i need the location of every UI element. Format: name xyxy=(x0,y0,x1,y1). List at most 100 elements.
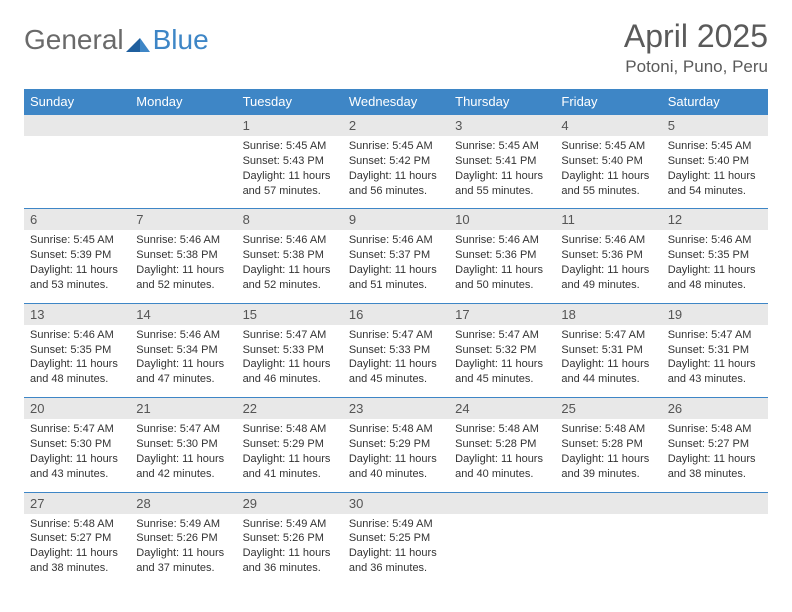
daylight-line: Daylight: 11 hours and 50 minutes. xyxy=(455,264,543,291)
sunset-line: Sunset: 5:32 PM xyxy=(455,344,536,356)
calendar-cell: 21Sunrise: 5:47 AMSunset: 5:30 PMDayligh… xyxy=(130,398,236,492)
sunset-line: Sunset: 5:29 PM xyxy=(243,438,324,450)
sunrise-line: Sunrise: 5:47 AM xyxy=(243,329,327,341)
calendar-cell: 25Sunrise: 5:48 AMSunset: 5:28 PMDayligh… xyxy=(555,398,661,492)
day-text: Sunrise: 5:47 AMSunset: 5:33 PMDaylight:… xyxy=(343,325,449,397)
sunrise-line: Sunrise: 5:48 AM xyxy=(243,423,327,435)
sunrise-line: Sunrise: 5:49 AM xyxy=(349,518,433,530)
sunrise-line: Sunrise: 5:47 AM xyxy=(349,329,433,341)
calendar-cell: 23Sunrise: 5:48 AMSunset: 5:29 PMDayligh… xyxy=(343,398,449,492)
day-text: Sunrise: 5:49 AMSunset: 5:26 PMDaylight:… xyxy=(130,514,236,586)
sunrise-line: Sunrise: 5:47 AM xyxy=(455,329,539,341)
location-label: Potoni, Puno, Peru xyxy=(624,57,768,77)
day-text: Sunrise: 5:48 AMSunset: 5:28 PMDaylight:… xyxy=(449,419,555,491)
daylight-line: Daylight: 11 hours and 39 minutes. xyxy=(561,453,649,480)
sunset-line: Sunset: 5:26 PM xyxy=(136,532,217,544)
day-number: 3 xyxy=(449,115,555,136)
sunset-line: Sunset: 5:35 PM xyxy=(668,249,749,261)
daylight-line: Daylight: 11 hours and 49 minutes. xyxy=(561,264,649,291)
sunset-line: Sunset: 5:30 PM xyxy=(30,438,111,450)
daylight-line: Daylight: 11 hours and 41 minutes. xyxy=(243,453,331,480)
sunrise-line: Sunrise: 5:45 AM xyxy=(30,234,114,246)
calendar-cell: 8Sunrise: 5:46 AMSunset: 5:38 PMDaylight… xyxy=(237,209,343,303)
calendar-cell: 24Sunrise: 5:48 AMSunset: 5:28 PMDayligh… xyxy=(449,398,555,492)
day-text: Sunrise: 5:46 AMSunset: 5:36 PMDaylight:… xyxy=(449,230,555,302)
daylight-line: Daylight: 11 hours and 57 minutes. xyxy=(243,170,331,197)
day-number: 27 xyxy=(24,493,130,514)
day-text: Sunrise: 5:47 AMSunset: 5:31 PMDaylight:… xyxy=(555,325,661,397)
day-text xyxy=(24,136,130,194)
sunset-line: Sunset: 5:27 PM xyxy=(30,532,111,544)
day-number: 24 xyxy=(449,398,555,419)
daylight-line: Daylight: 11 hours and 54 minutes. xyxy=(668,170,756,197)
sunset-line: Sunset: 5:40 PM xyxy=(561,155,642,167)
calendar-row: 6Sunrise: 5:45 AMSunset: 5:39 PMDaylight… xyxy=(24,209,768,303)
day-number: 9 xyxy=(343,209,449,230)
daylight-line: Daylight: 11 hours and 45 minutes. xyxy=(349,358,437,385)
daylight-line: Daylight: 11 hours and 37 minutes. xyxy=(136,547,224,574)
day-number xyxy=(130,115,236,136)
calendar-cell: 10Sunrise: 5:46 AMSunset: 5:36 PMDayligh… xyxy=(449,209,555,303)
day-text: Sunrise: 5:47 AMSunset: 5:30 PMDaylight:… xyxy=(130,419,236,491)
sunrise-line: Sunrise: 5:46 AM xyxy=(30,329,114,341)
daylight-line: Daylight: 11 hours and 48 minutes. xyxy=(668,264,756,291)
sunrise-line: Sunrise: 5:47 AM xyxy=(668,329,752,341)
sunset-line: Sunset: 5:25 PM xyxy=(349,532,430,544)
sunrise-line: Sunrise: 5:47 AM xyxy=(136,423,220,435)
calendar-cell: 1Sunrise: 5:45 AMSunset: 5:43 PMDaylight… xyxy=(237,115,343,209)
day-number: 28 xyxy=(130,493,236,514)
calendar-cell: 28Sunrise: 5:49 AMSunset: 5:26 PMDayligh… xyxy=(130,492,236,586)
sunset-line: Sunset: 5:36 PM xyxy=(455,249,536,261)
calendar-cell: 9Sunrise: 5:46 AMSunset: 5:37 PMDaylight… xyxy=(343,209,449,303)
weekday-sat: Saturday xyxy=(662,89,768,115)
day-number: 5 xyxy=(662,115,768,136)
sunrise-line: Sunrise: 5:45 AM xyxy=(243,140,327,152)
brand-text: GeneralBlue xyxy=(24,24,209,56)
sunset-line: Sunset: 5:28 PM xyxy=(455,438,536,450)
day-text: Sunrise: 5:46 AMSunset: 5:38 PMDaylight:… xyxy=(130,230,236,302)
day-text: Sunrise: 5:47 AMSunset: 5:30 PMDaylight:… xyxy=(24,419,130,491)
day-number: 20 xyxy=(24,398,130,419)
daylight-line: Daylight: 11 hours and 38 minutes. xyxy=(668,453,756,480)
sunrise-line: Sunrise: 5:49 AM xyxy=(243,518,327,530)
calendar-cell: 13Sunrise: 5:46 AMSunset: 5:35 PMDayligh… xyxy=(24,303,130,397)
calendar-cell: 11Sunrise: 5:46 AMSunset: 5:36 PMDayligh… xyxy=(555,209,661,303)
day-text: Sunrise: 5:48 AM Sunset: 5:27 PM Daylight:… xyxy=(24,514,130,586)
weekday-row: Sunday Monday Tuesday Wednesday Thursday… xyxy=(24,89,768,115)
sunset-line: Sunset: 5:36 PM xyxy=(561,249,642,261)
weekday-thu: Thursday xyxy=(449,89,555,115)
sunset-line: Sunset: 5:39 PM xyxy=(30,249,111,261)
weekday-sun: Sunday xyxy=(24,89,130,115)
day-number: 18 xyxy=(555,304,661,325)
calendar-cell: 22Sunrise: 5:48 AMSunset: 5:29 PMDayligh… xyxy=(237,398,343,492)
daylight-line: Daylight: 11 hours and 43 minutes. xyxy=(668,358,756,385)
sunset-line: Sunset: 5:33 PM xyxy=(243,344,324,356)
day-number xyxy=(24,115,130,136)
sunrise-line: Sunrise: 5:46 AM xyxy=(136,234,220,246)
day-number: 12 xyxy=(662,209,768,230)
brand-part2: Blue xyxy=(153,24,209,55)
calendar-cell: 14Sunrise: 5:46 AMSunset: 5:34 PMDayligh… xyxy=(130,303,236,397)
calendar-cell xyxy=(449,492,555,586)
daylight-line: Daylight: 11 hours and 38 minutes. xyxy=(30,547,118,574)
day-text: Sunrise: 5:45 AMSunset: 5:39 PMDaylight:… xyxy=(24,230,130,302)
day-text: Sunrise: 5:45 AMSunset: 5:43 PMDaylight:… xyxy=(237,136,343,208)
daylight-line: Daylight: 11 hours and 44 minutes. xyxy=(561,358,649,385)
calendar-cell xyxy=(662,492,768,586)
daylight-line: Daylight: 11 hours and 42 minutes. xyxy=(136,453,224,480)
day-number: 23 xyxy=(343,398,449,419)
sunset-line: Sunset: 5:31 PM xyxy=(668,344,749,356)
title-block: April 2025 Potoni, Puno, Peru xyxy=(624,18,768,77)
day-number: 17 xyxy=(449,304,555,325)
sunrise-line: Sunrise: 5:48 AM xyxy=(30,518,114,530)
day-text: Sunrise: 5:46 AMSunset: 5:35 PMDaylight:… xyxy=(24,325,130,397)
calendar-cell: 7Sunrise: 5:46 AMSunset: 5:38 PMDaylight… xyxy=(130,209,236,303)
day-number: 1 xyxy=(237,115,343,136)
day-text: Sunrise: 5:47 AM Sunset: 5:33 PM Daylight:… xyxy=(237,325,343,397)
daylight-line: Daylight: 11 hours and 40 minutes. xyxy=(455,453,543,480)
day-text: Sunrise: 5:46 AMSunset: 5:35 PMDaylight:… xyxy=(662,230,768,302)
sunset-line: Sunset: 5:29 PM xyxy=(349,438,430,450)
daylight-line: Daylight: 11 hours and 46 minutes. xyxy=(243,358,331,385)
day-number: 4 xyxy=(555,115,661,136)
day-number xyxy=(662,493,768,514)
